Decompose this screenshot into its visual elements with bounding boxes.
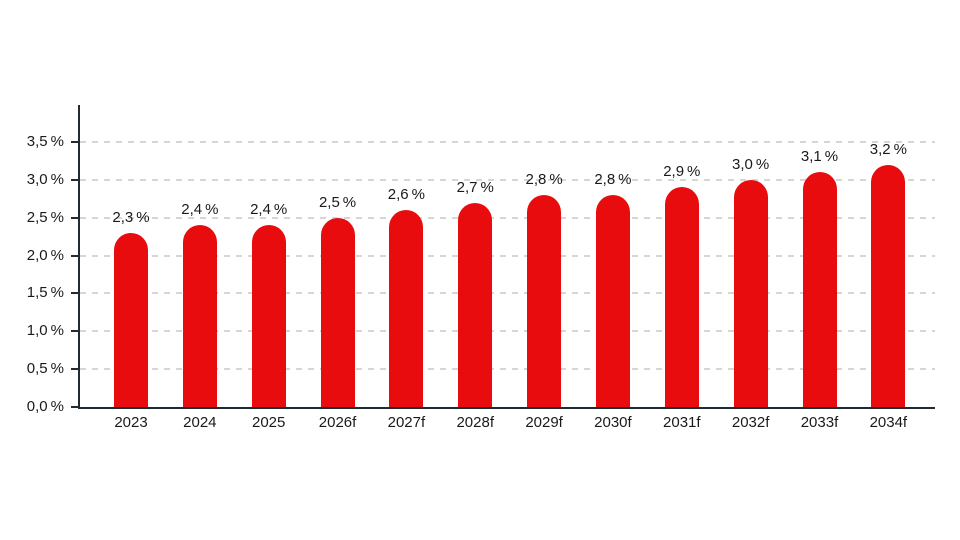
y-tick-mark <box>71 216 78 219</box>
x-axis-line <box>78 407 935 409</box>
y-tick-label: 2,0 % <box>26 246 64 264</box>
gridline <box>80 178 935 181</box>
bar <box>527 195 562 407</box>
bar-value-label: 3,0 % <box>732 155 770 173</box>
x-category-label: 2027f <box>387 414 426 431</box>
bar <box>182 225 217 407</box>
bar <box>320 217 355 407</box>
y-tick-mark <box>71 406 78 408</box>
bar <box>389 210 424 407</box>
gridline <box>80 368 935 371</box>
bar <box>664 187 699 407</box>
x-category-label: 2030f <box>594 414 632 431</box>
x-category-label: 2034f <box>869 414 908 431</box>
y-tick-label: 3,0 % <box>26 170 64 188</box>
bar-value-label: 2,8 % <box>594 171 632 189</box>
y-tick-label: 0,0 % <box>26 398 64 415</box>
x-category-label: 2029f <box>525 414 563 431</box>
y-tick-mark <box>71 254 78 257</box>
gridline <box>80 141 935 144</box>
bar-value-label: 2,5 % <box>318 193 357 211</box>
bar-value-label: 2,3 % <box>112 208 150 226</box>
gridline <box>80 292 935 295</box>
bar <box>458 202 493 407</box>
x-category-label: 2023 <box>114 414 148 431</box>
bar-value-label: 2,7 % <box>456 178 494 196</box>
y-tick-label: 2,5 % <box>26 208 64 226</box>
x-category-label: 2026f <box>318 414 357 431</box>
bar-value-label: 2,4 % <box>181 201 219 219</box>
gridline <box>80 254 935 257</box>
bar-value-label: 3,2 % <box>869 140 907 158</box>
y-tick-label: 3,5 % <box>26 133 64 151</box>
bar-value-label: 3,1 % <box>800 148 839 166</box>
x-category-label: 2024 <box>183 414 217 431</box>
y-tick-label: 1,5 % <box>26 284 64 302</box>
y-tick-label: 0,5 % <box>26 360 64 378</box>
x-category-label: 2032f <box>731 414 770 431</box>
x-category-label: 2031f <box>663 414 701 431</box>
y-axis-line <box>78 105 80 409</box>
bar <box>595 195 630 407</box>
bar-value-label: 2,9 % <box>663 163 701 181</box>
bar-value-label: 2,8 % <box>525 171 563 189</box>
x-category-label: 2033f <box>800 414 839 431</box>
y-tick-mark <box>71 330 78 333</box>
bar-value-label: 2,4 % <box>250 201 288 219</box>
gridline <box>80 330 935 333</box>
bar <box>802 172 837 407</box>
bar <box>114 232 148 407</box>
gridline <box>80 216 935 219</box>
y-tick-mark <box>71 141 78 144</box>
x-category-label: 2028f <box>456 414 495 431</box>
x-category-label: 2025 <box>252 414 286 431</box>
y-tick-label: 1,0 % <box>26 322 64 340</box>
y-tick-mark <box>71 178 78 181</box>
bar-value-label: 2,6 % <box>387 186 425 204</box>
y-tick-mark <box>71 368 78 371</box>
bar <box>871 164 906 407</box>
y-tick-mark <box>71 292 78 295</box>
bar <box>733 179 768 407</box>
bar <box>251 225 286 407</box>
